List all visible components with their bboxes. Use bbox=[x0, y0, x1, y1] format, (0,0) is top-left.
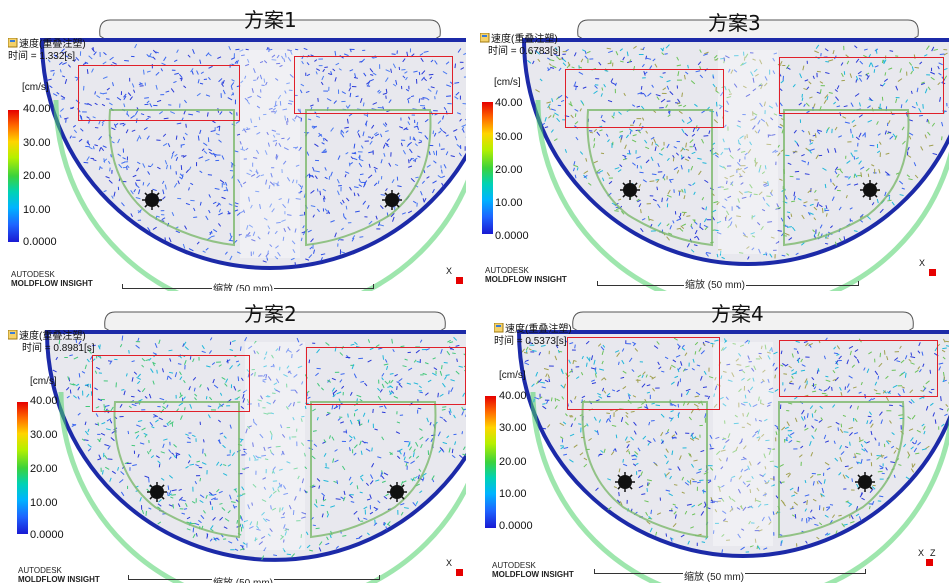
panel-title: 方案3 bbox=[708, 11, 761, 35]
unit-label: [cm/s] bbox=[30, 376, 57, 387]
result-header[interactable]: 速度(重叠注塑) 时间 = 0.6783[s] bbox=[480, 32, 561, 58]
scale-tick: 20.00 bbox=[495, 164, 523, 176]
result-label: 速度(重叠注塑) bbox=[19, 331, 86, 342]
unit-label: [cm/s] bbox=[22, 82, 49, 93]
axis-triad[interactable]: X bbox=[917, 258, 937, 278]
scale-tick: 30.00 bbox=[23, 137, 51, 149]
result-header[interactable]: 速度(重叠注塑) 时间 = 1.332[s] bbox=[7, 37, 86, 63]
brand-top: AUTODESK bbox=[11, 270, 55, 279]
panel-scheme-4: 方案4 速度(重叠注塑) 时间 = 0.5373[s] [cm/s] 40.00… bbox=[480, 292, 949, 583]
brand-bottom: MOLDFLOW INSIGHT bbox=[11, 279, 93, 288]
axis-triad[interactable]: X bbox=[444, 558, 464, 578]
axis-box bbox=[456, 569, 463, 576]
scale-tick: 20.00 bbox=[499, 456, 527, 468]
brand-logo: AUTODESK MOLDFLOW INSIGHT bbox=[492, 561, 574, 579]
scale-bar-label: 缩放 (50 mm) bbox=[212, 574, 274, 583]
axis-x-label: X bbox=[446, 266, 453, 276]
panel-title: 方案4 bbox=[711, 302, 764, 326]
unit-label: [cm/s] bbox=[494, 77, 521, 88]
velocity-plot bbox=[521, 19, 949, 291]
scale-tick: 0.0000 bbox=[499, 520, 533, 532]
velocity-plot bbox=[516, 311, 949, 583]
scale-tick: 10.00 bbox=[30, 497, 58, 509]
axis-triad[interactable]: X bbox=[444, 266, 464, 286]
result-label: 速度(重叠注塑) bbox=[491, 34, 558, 45]
velocity-plot bbox=[39, 19, 466, 291]
highlight-box-left bbox=[78, 65, 240, 121]
time-label: 时间 = 0.8981[s] bbox=[22, 343, 95, 354]
brand-top: AUTODESK bbox=[492, 561, 536, 570]
axis-x-label: X bbox=[446, 558, 453, 568]
scale-tick: 10.00 bbox=[499, 488, 527, 500]
scale-tick: 10.00 bbox=[495, 197, 523, 209]
scale-tick: 0.0000 bbox=[30, 529, 64, 541]
scale-tick: 40.00 bbox=[495, 97, 523, 109]
scale-tick: 0.0000 bbox=[495, 230, 529, 242]
axis-z-label: Z bbox=[930, 548, 936, 558]
axis-triad[interactable]: X Z bbox=[916, 548, 936, 568]
scale-tick: 0.0000 bbox=[23, 236, 57, 248]
brand-top: AUTODESK bbox=[485, 266, 529, 275]
axis-box bbox=[929, 269, 936, 276]
color-scale-bar bbox=[8, 110, 19, 242]
unit-label: [cm/s] bbox=[499, 370, 526, 381]
scale-tick: 40.00 bbox=[30, 395, 58, 407]
result-tree-icon[interactable] bbox=[480, 32, 490, 43]
highlight-box-right bbox=[779, 340, 938, 397]
time-label: 时间 = 1.332[s] bbox=[8, 51, 75, 62]
result-tree-icon[interactable] bbox=[7, 329, 18, 340]
brand-bottom: MOLDFLOW INSIGHT bbox=[492, 570, 574, 579]
highlight-box-left bbox=[565, 69, 724, 128]
time-label: 时间 = 0.6783[s] bbox=[488, 46, 561, 57]
scale-tick: 40.00 bbox=[499, 390, 527, 402]
panel-scheme-3: 方案3 速度(重叠注塑) 时间 = 0.6783[s] [cm/s] 40.00… bbox=[480, 0, 949, 291]
highlight-box-right bbox=[779, 57, 944, 114]
brand-logo: AUTODESK MOLDFLOW INSIGHT bbox=[11, 270, 93, 288]
axis-box bbox=[926, 559, 933, 566]
scale-bar-label: 缩放 (50 mm) bbox=[684, 276, 746, 291]
result-tree-icon[interactable] bbox=[493, 322, 504, 333]
result-header[interactable]: 速度(重叠注塑) 时间 = 0.5373[s] bbox=[493, 322, 572, 348]
scale-tick: 40.00 bbox=[23, 103, 51, 115]
scale-tick: 30.00 bbox=[30, 429, 58, 441]
highlight-box-left bbox=[567, 337, 720, 410]
panel-title: 方案2 bbox=[244, 302, 297, 326]
result-header[interactable]: 速度(重叠注塑) 时间 = 0.8981[s] bbox=[7, 329, 95, 355]
highlight-box-right bbox=[294, 56, 453, 114]
scale-tick: 30.00 bbox=[499, 422, 527, 434]
result-label: 速度(重叠注塑) bbox=[505, 324, 572, 335]
scale-tick: 10.00 bbox=[23, 204, 51, 216]
brand-top: AUTODESK bbox=[18, 566, 62, 575]
scale-tick: 30.00 bbox=[495, 131, 523, 143]
brand-bottom: MOLDFLOW INSIGHT bbox=[18, 575, 100, 583]
color-scale-bar bbox=[17, 402, 28, 534]
result-tree-icon[interactable] bbox=[7, 37, 18, 48]
axis-x-label: X bbox=[918, 548, 925, 558]
velocity-plot bbox=[44, 311, 466, 583]
scale-tick: 20.00 bbox=[23, 170, 51, 182]
panel-scheme-2: 方案2 速度(重叠注塑) 时间 = 0.8981[s] [cm/s] 40.00… bbox=[0, 292, 466, 583]
panel-title: 方案1 bbox=[244, 8, 297, 32]
axis-x-label: X bbox=[919, 258, 926, 268]
color-scale-bar bbox=[482, 102, 493, 234]
brand-logo: AUTODESK MOLDFLOW INSIGHT bbox=[485, 266, 567, 284]
brand-bottom: MOLDFLOW INSIGHT bbox=[485, 275, 567, 284]
result-label: 速度(重叠注塑) bbox=[19, 39, 86, 50]
color-scale-bar bbox=[485, 396, 496, 528]
panel-scheme-1: 方案1 速度(重叠注塑) 时间 = 1.332[s] [cm/s] 40.00 … bbox=[0, 0, 466, 291]
scale-tick: 20.00 bbox=[30, 463, 58, 475]
scale-bar-label: 缩放 (50 mm) bbox=[683, 568, 745, 583]
highlight-box-left bbox=[92, 355, 250, 412]
highlight-box-right bbox=[306, 347, 466, 405]
axis-box bbox=[456, 277, 463, 284]
brand-logo: AUTODESK MOLDFLOW INSIGHT bbox=[18, 566, 100, 583]
scale-bar-label: 缩放 (50 mm) bbox=[212, 280, 274, 291]
time-label: 时间 = 0.5373[s] bbox=[494, 336, 567, 347]
